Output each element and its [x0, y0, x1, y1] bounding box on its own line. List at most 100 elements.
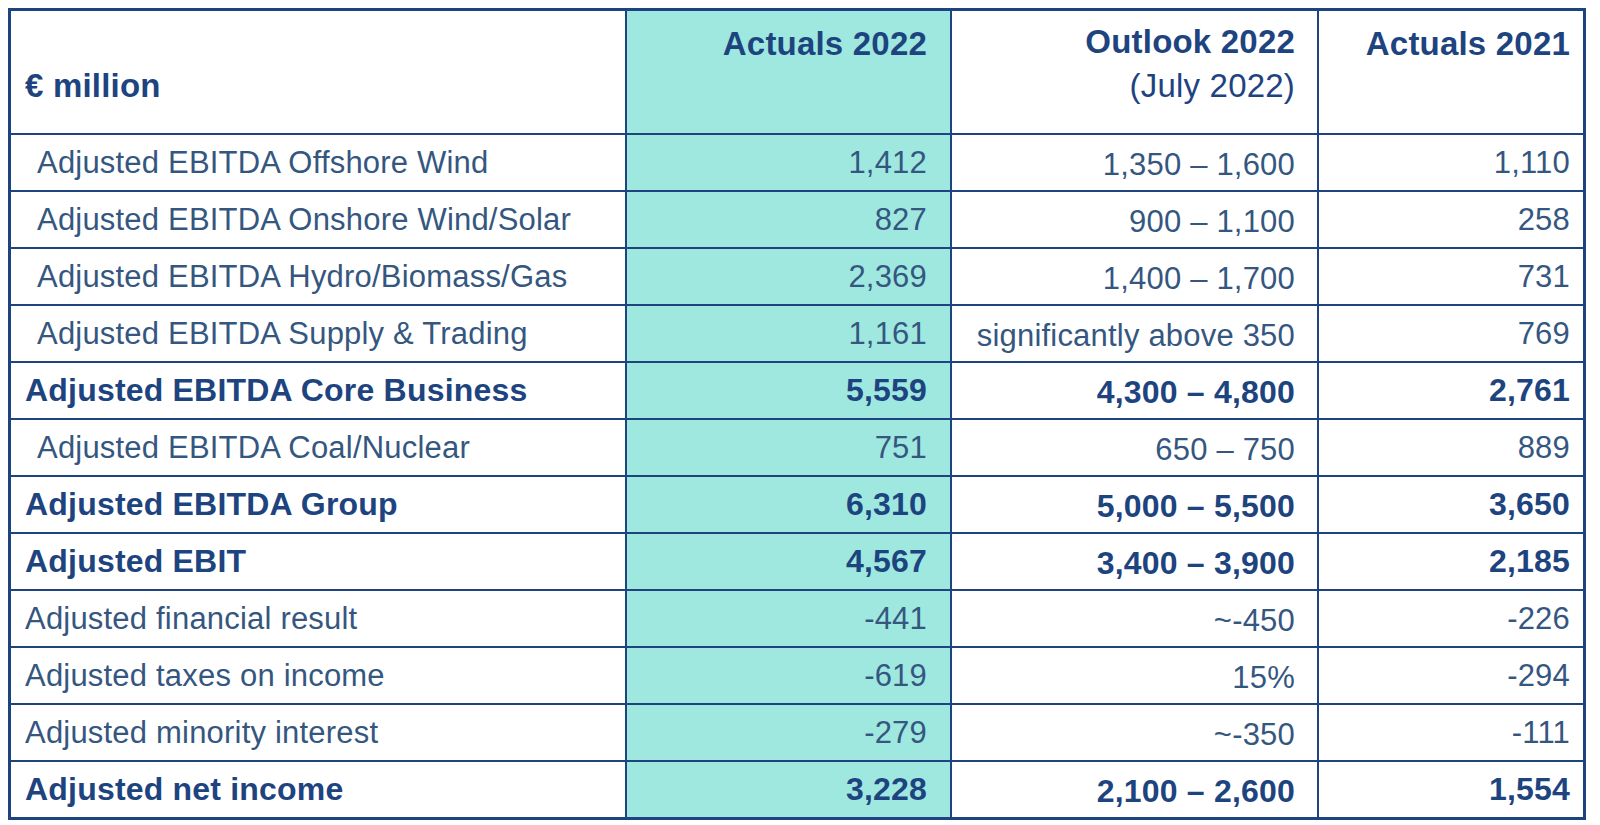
- outlook-2022-cell: 1,350 – 1,600: [950, 135, 1317, 190]
- row-label-cell: Adjusted minority interest: [11, 705, 625, 760]
- actuals-2021-cell-text: -294: [1507, 658, 1570, 694]
- actuals-2021-cell-text: 2,761: [1489, 372, 1570, 409]
- column-header-outlook-2022-label: Outlook 2022: [1085, 25, 1295, 58]
- actuals-2022-cell-text: 5,559: [846, 372, 927, 409]
- outlook-2022-cell-text: 1,400 – 1,700: [1103, 261, 1295, 297]
- table-row: Adjusted taxes on income -619 15% -294: [11, 646, 1583, 703]
- table-row: Adjusted EBITDA Onshore Wind/Solar827900…: [11, 190, 1583, 247]
- table-row: Adjusted net income 3,228 2,100 – 2,600 1,5…: [11, 760, 1583, 817]
- table-row: Adjusted EBIT 4,567 3,400 – 3,900 2,185: [11, 532, 1583, 589]
- row-label-cell-text: Adjusted EBITDA Group: [25, 486, 398, 523]
- row-label-cell-text: Adjusted EBITDA Onshore Wind/Solar: [37, 202, 571, 238]
- outlook-2022-cell-text: 5,000 – 5,500: [1097, 488, 1295, 525]
- actuals-2022-cell: 1,412: [625, 135, 950, 190]
- actuals-2022-cell: -279: [625, 705, 950, 760]
- outlook-2022-cell: 5,000 – 5,500: [950, 477, 1317, 532]
- outlook-2022-cell: 2,100 – 2,600: [950, 762, 1317, 817]
- row-label-cell: Adjusted financial result: [11, 591, 625, 646]
- actuals-2022-cell: 827: [625, 192, 950, 247]
- outlook-2022-cell-text: 650 – 750: [1155, 432, 1295, 468]
- column-header-actuals-2022: Actuals 2022: [625, 11, 950, 133]
- row-label-cell-text: Adjusted EBITDA Hydro/Biomass/Gas: [37, 259, 567, 295]
- outlook-2022-cell: 4,300 – 4,800: [950, 363, 1317, 418]
- table-row: Adjusted minority interest -279 ~-350 -111: [11, 703, 1583, 760]
- actuals-2021-cell-text: 731: [1518, 259, 1570, 295]
- table-row: Adjusted EBITDA Offshore Wind 1,412 1,350 …: [11, 133, 1583, 190]
- table-body: Adjusted EBITDA Offshore Wind 1,412 1,350 …: [11, 133, 1583, 817]
- actuals-2022-cell: 2,369: [625, 249, 950, 304]
- actuals-2022-cell-text: 751: [875, 430, 927, 466]
- actuals-2022-cell-text: 1,161: [848, 316, 927, 352]
- row-label-cell: Adjusted net income: [11, 762, 625, 817]
- table-row: Adjusted EBITDA Supply & Trading 1,161 sig…: [11, 304, 1583, 361]
- outlook-2022-cell-text: ~-450: [1214, 603, 1295, 639]
- table-row: Adjusted EBITDA Core Business 5,559 4,300 …: [11, 361, 1583, 418]
- outlook-2022-cell: ~-350: [950, 705, 1317, 760]
- table-header-row: € million Actuals 2022 Outlook 2022 (Jul…: [11, 11, 1583, 133]
- actuals-2021-cell-text: 258: [1518, 202, 1570, 238]
- outlook-2022-cell: significantly above 350: [950, 306, 1317, 361]
- row-label-cell: Adjusted EBITDA Group: [11, 477, 625, 532]
- actuals-2021-cell: -226: [1317, 591, 1583, 646]
- actuals-2022-cell-text: 6,310: [846, 486, 927, 523]
- actuals-2021-cell: 769: [1317, 306, 1583, 361]
- table-row: Adjusted EBITDA Hydro/Biomass/Gas 2,369 1,…: [11, 247, 1583, 304]
- outlook-2022-cell: 15%: [950, 648, 1317, 703]
- actuals-2021-cell: -294: [1317, 648, 1583, 703]
- actuals-2022-cell-text: -619: [864, 658, 927, 694]
- column-header-actuals-2021-label: Actuals 2021: [1366, 25, 1570, 63]
- unit-label: € million: [25, 67, 161, 105]
- table-row: Adjusted EBITDA Group 6,310 5,000 – 5,500 3…: [11, 475, 1583, 532]
- unit-label-cell: € million: [11, 11, 625, 133]
- row-label-cell: Adjusted EBITDA Coal/Nuclear: [11, 420, 625, 475]
- actuals-2022-cell-text: 1,412: [848, 145, 927, 181]
- outlook-2022-cell-text: 1,350 – 1,600: [1103, 147, 1295, 183]
- actuals-2022-cell: -441: [625, 591, 950, 646]
- actuals-2022-cell: 4,567: [625, 534, 950, 589]
- actuals-2021-cell-text: 1,554: [1489, 771, 1570, 808]
- outlook-2022-cell: 1,400 – 1,700: [950, 249, 1317, 304]
- row-label-cell-text: Adjusted EBITDA Coal/Nuclear: [37, 430, 470, 466]
- actuals-2021-cell-text: 2,185: [1489, 543, 1570, 580]
- column-header-actuals-2021: Actuals 2021: [1317, 11, 1583, 133]
- outlook-2022-cell: 3,400 – 3,900: [950, 534, 1317, 589]
- actuals-2021-cell-text: 1,110: [1494, 145, 1570, 181]
- column-header-actuals-2022-label: Actuals 2022: [723, 25, 927, 63]
- actuals-2021-cell: 1,110: [1317, 135, 1583, 190]
- financial-results-table: € million Actuals 2022 Outlook 2022 (Jul…: [8, 8, 1586, 820]
- actuals-2022-cell: 5,559: [625, 363, 950, 418]
- actuals-2021-cell: 3,650: [1317, 477, 1583, 532]
- actuals-2021-cell: 1,554: [1317, 762, 1583, 817]
- row-label-cell: Adjusted EBIT: [11, 534, 625, 589]
- actuals-2022-cell: 1,161: [625, 306, 950, 361]
- actuals-2021-cell-text: 889: [1518, 430, 1570, 466]
- outlook-2022-cell-text: 3,400 – 3,900: [1097, 545, 1295, 582]
- outlook-2022-cell: ~-450: [950, 591, 1317, 646]
- actuals-2022-cell: 6,310: [625, 477, 950, 532]
- actuals-2022-cell-text: -441: [864, 601, 927, 637]
- outlook-2022-cell-text: significantly above 350: [977, 318, 1295, 354]
- actuals-2022-cell-text: 2,369: [848, 259, 927, 295]
- actuals-2021-cell-text: 3,650: [1489, 486, 1570, 523]
- actuals-2021-cell-text: -111: [1512, 715, 1570, 751]
- actuals-2022-cell-text: 4,567: [846, 543, 927, 580]
- actuals-2021-cell: 2,185: [1317, 534, 1583, 589]
- actuals-2022-cell: 751: [625, 420, 950, 475]
- actuals-2021-cell: 2,761: [1317, 363, 1583, 418]
- row-label-cell-text: Adjusted net income: [25, 771, 344, 808]
- actuals-2022-cell-text: -279: [864, 715, 927, 751]
- row-label-cell-text: Adjusted EBITDA Offshore Wind: [37, 145, 489, 181]
- actuals-2022-cell: -619: [625, 648, 950, 703]
- row-label-cell: Adjusted EBITDA Supply & Trading: [11, 306, 625, 361]
- row-label-cell: Adjusted taxes on income: [11, 648, 625, 703]
- outlook-2022-cell: 650 – 750: [950, 420, 1317, 475]
- column-header-outlook-2022-sublabel: (July 2022): [1130, 69, 1295, 102]
- table-row: Adjusted EBITDA Coal/Nuclear 751 650 – 750…: [11, 418, 1583, 475]
- row-label-cell: Adjusted EBITDA Core Business: [11, 363, 625, 418]
- actuals-2021-cell: 731: [1317, 249, 1583, 304]
- row-label-cell: Adjusted EBITDA Offshore Wind: [11, 135, 625, 190]
- row-label-cell: Adjusted EBITDA Hydro/Biomass/Gas: [11, 249, 625, 304]
- table-row: Adjusted financial result -441 ~-450 -226: [11, 589, 1583, 646]
- row-label-cell-text: Adjusted financial result: [25, 601, 357, 637]
- actuals-2022-cell-text: 3,228: [846, 771, 927, 808]
